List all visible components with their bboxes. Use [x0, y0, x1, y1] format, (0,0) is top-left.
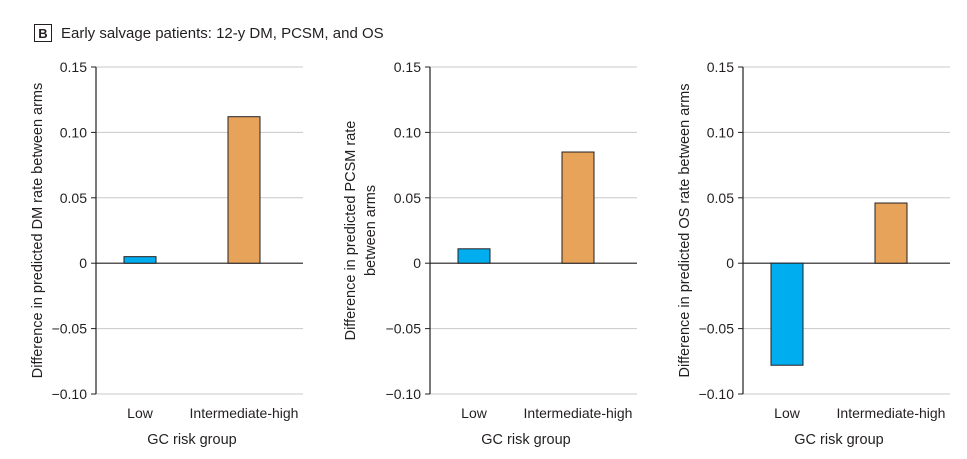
y-tick-label: 0.10 — [707, 124, 734, 140]
y-tick-label: 0.10 — [394, 124, 421, 140]
y-tick-label: −0.10 — [699, 386, 735, 402]
y-axis-title: Difference in predicted DM rate between … — [30, 83, 46, 379]
y-tick-label: −0.10 — [52, 386, 88, 402]
bar-intermediate-high — [561, 151, 595, 264]
bar-intermediate-high — [227, 116, 261, 264]
category-label: Low — [774, 405, 801, 421]
x-axis-title: GC risk group — [481, 432, 570, 448]
category-label: Intermediate-high — [837, 405, 946, 421]
y-tick-label: −0.05 — [386, 321, 422, 337]
category-label: Low — [127, 405, 154, 421]
y-tick-label: 0.05 — [60, 190, 87, 206]
chart-panel-1: 0.15 0.10 0.05 0 −0.05 −0.10 Low Intermediate-h… — [30, 59, 303, 448]
chart-panel-3: 0.15 0.10 0.05 0 −0.05 −0.10 Low Intermediate-h… — [677, 59, 950, 448]
y-axis-title: Difference in predicted PCSM rate — [343, 121, 359, 341]
x-axis-title: GC risk group — [147, 432, 236, 448]
bar-low — [457, 248, 491, 264]
panel-title: Early salvage patients: 12-y DM, PCSM, a… — [61, 24, 384, 42]
bar-low — [770, 262, 804, 366]
category-label: Intermediate-high — [524, 405, 633, 421]
y-tick-label: 0.15 — [60, 59, 87, 75]
panel-letter: B — [34, 24, 52, 42]
y-tick-label: 0.15 — [707, 59, 734, 75]
y-tick-label: −0.10 — [386, 386, 422, 402]
y-tick-label: −0.05 — [699, 321, 735, 337]
y-tick-label: 0.10 — [60, 124, 87, 140]
x-axis-title: GC risk group — [794, 432, 883, 448]
panel-header: B Early salvage patients: 12-y DM, PCSM,… — [34, 22, 384, 44]
y-tick-label: −0.05 — [52, 321, 88, 337]
y-tick-label: 0 — [79, 255, 87, 271]
category-label: Intermediate-high — [190, 405, 299, 421]
category-label: Low — [461, 405, 488, 421]
chart-panel-2: 0.15 0.10 0.05 0 −0.05 −0.10 Low Intermediate-h… — [343, 59, 637, 448]
y-tick-label: 0.05 — [707, 190, 734, 206]
y-tick-label: 0.15 — [394, 59, 421, 75]
bar-intermediate-high — [874, 202, 908, 264]
y-tick-label: 0 — [413, 255, 421, 271]
y-axis-title: Difference in predicted OS rate between … — [677, 84, 693, 378]
y-tick-label: 0.05 — [394, 190, 421, 206]
y-tick-label: 0 — [726, 255, 734, 271]
bar-low — [123, 256, 157, 264]
y-axis-title: between arms — [363, 185, 379, 276]
